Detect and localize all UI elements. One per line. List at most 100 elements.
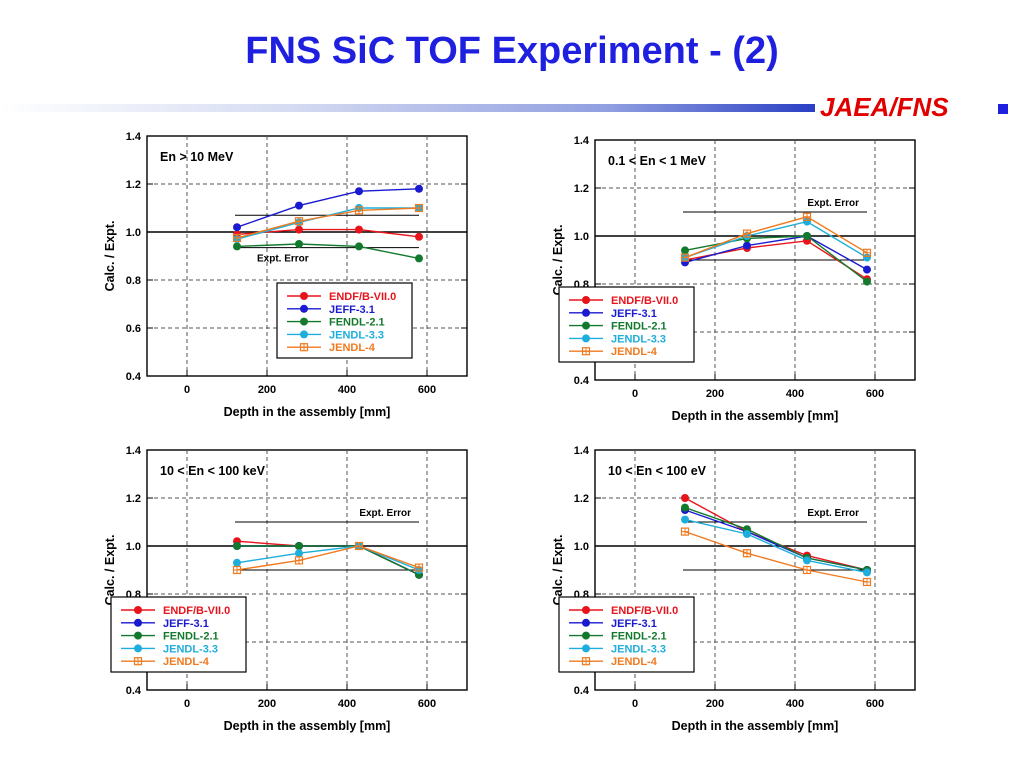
x-axis-label: Depth in the assembly [mm]: [224, 719, 391, 733]
y-tick-label: 1.4: [126, 445, 142, 457]
x-tick-label: 200: [706, 388, 724, 400]
series-fendl-2-1-line: [684, 506, 868, 571]
legend-marker: [582, 296, 590, 304]
series-jendl-3-3-line: [684, 518, 868, 574]
y-axis-label: Calc. / Expt.: [551, 225, 565, 296]
y-tick-label: 1.0: [126, 541, 141, 553]
series-jendl-4-point: [354, 206, 364, 215]
legend-entry-endf-b-vii-0: ENDF/B-VII.0: [611, 295, 678, 307]
legend-entry-jeff-3-1: JEFF-3.1: [329, 304, 375, 316]
series-jendl-4-point-cross: [863, 578, 871, 586]
series-jendl-4-point: [294, 217, 304, 226]
legend-marker: [299, 343, 309, 352]
series-jendl-4-point-cross: [681, 528, 689, 536]
series-jendl-4-line: [236, 545, 420, 571]
series-jendl-4-point: [680, 253, 690, 262]
legend-marker: [582, 631, 590, 640]
series-endf-b-vii-0-line: [236, 228, 420, 238]
series-endf-b-vii-0-point: [681, 494, 689, 502]
legend-marker: [582, 321, 590, 330]
series-jeff-3-1-line: [236, 188, 420, 228]
legend-marker-cross: [300, 343, 308, 351]
y-tick-label: 1.2: [574, 183, 589, 195]
x-tick-label: 200: [258, 384, 276, 396]
series-jendl-4-point: [802, 212, 812, 221]
series-jendl-4-point: [414, 563, 424, 572]
legend-entry-jendl-4: JENDL-4: [611, 346, 658, 358]
series-jendl-4-point: [862, 577, 872, 587]
y-axis-label: Calc. / Expt.: [103, 535, 117, 606]
series-endf-b-vii-0-point: [355, 225, 363, 234]
series-fendl-2-1-point: [681, 503, 689, 512]
series-jendl-3-3-point: [681, 515, 689, 524]
energy-range-annotation: 0.1 < En < 1 MeV: [608, 154, 707, 168]
brand-logo-text: JAEA/FNS: [820, 92, 949, 122]
y-tick-label: 1.4: [126, 131, 142, 143]
series-fendl-2-1-point: [233, 242, 241, 251]
title-divider: [0, 104, 815, 112]
series-jendl-4-point: [232, 565, 242, 575]
x-tick-label: 200: [258, 698, 276, 710]
series-fendl-2-1-point: [355, 242, 363, 251]
legend-marker: [134, 618, 142, 627]
legend-marker: [134, 644, 142, 653]
legend-marker: [581, 657, 591, 666]
x-tick-label: 600: [866, 698, 884, 710]
y-tick-label: 1.4: [574, 445, 590, 457]
legend-marker: [300, 292, 308, 300]
x-tick-label: 400: [338, 384, 356, 396]
legend-marker-cross: [582, 347, 590, 355]
brand-square-icon: [998, 104, 1008, 114]
legend-marker: [582, 606, 590, 614]
series-jendl-4-point-cross: [295, 217, 303, 225]
series-jendl-3-3-point: [863, 253, 871, 262]
series-jendl-4-point-cross: [863, 249, 871, 257]
series-fendl-2-1-point: [295, 240, 303, 248]
legend-entry-jendl-3-3: JENDL-3.3: [611, 643, 666, 655]
series-fendl-2-1-point: [415, 254, 423, 263]
legend-marker: [582, 334, 590, 343]
legend-marker: [582, 644, 590, 653]
series-jendl-4-point-cross: [681, 254, 689, 262]
x-tick-label: 0: [632, 698, 638, 710]
series-jendl-4-line: [236, 207, 420, 239]
legend: ENDF/B-VII.0JEFF-3.1FENDL-2.1JENDL-3.3JE…: [558, 286, 695, 363]
y-tick-label: 0.6: [126, 323, 141, 335]
legend: ENDF/B-VII.0JEFF-3.1FENDL-2.1JENDL-3.3JE…: [276, 282, 413, 359]
series-fendl-2-1-line: [684, 235, 868, 283]
energy-range-annotation: En > 10 MeV: [160, 150, 234, 164]
series-jendl-3-3-line: [684, 220, 868, 259]
y-tick-label: 0.4: [126, 685, 142, 697]
series-fendl-2-1-point: [233, 542, 241, 550]
legend-entry-fendl-2-1: FENDL-2.1: [611, 321, 667, 333]
series-jendl-4-point: [294, 556, 304, 565]
legend-entry-jendl-3-3: JENDL-3.3: [329, 329, 384, 341]
legend-marker: [582, 618, 590, 627]
expt-error-label: Expt. Error: [257, 254, 309, 265]
legend-entry-jendl-3-3: JENDL-3.3: [163, 643, 218, 655]
series-endf-b-vii-0-point: [295, 225, 303, 234]
x-tick-label: 400: [786, 698, 804, 710]
y-tick-label: 0.8: [126, 275, 141, 287]
legend-entry-jendl-4: JENDL-4: [611, 656, 658, 668]
x-axis-label: Depth in the assembly [mm]: [672, 719, 839, 733]
y-tick-label: 1.0: [126, 227, 141, 239]
series-jendl-4-point-cross: [355, 542, 363, 550]
series-jendl-4-point-cross: [233, 566, 241, 574]
energy-range-annotation: 10 < En < 100 keV: [160, 464, 266, 478]
legend-entry-fendl-2-1: FENDL-2.1: [163, 631, 219, 643]
series-jendl-4-point: [232, 233, 242, 243]
series-jendl-4-point: [802, 565, 812, 575]
series-jendl-3-3-point: [803, 556, 811, 565]
legend-marker: [300, 317, 308, 326]
series-endf-b-vii-0-point: [415, 232, 423, 241]
series-jendl-4-point-cross: [415, 564, 423, 572]
series-fendl-2-1-line: [236, 243, 420, 260]
series-jendl-4-point-cross: [743, 230, 751, 238]
series-jeff-3-1-point: [415, 184, 423, 193]
legend-marker-cross: [134, 657, 142, 665]
y-tick-label: 0.4: [574, 685, 590, 697]
chart-en-above-10mev: 0.4 0.6 0.8 1.0 1.2 1.4 0 200 400 600 Depth in the…: [103, 131, 468, 419]
